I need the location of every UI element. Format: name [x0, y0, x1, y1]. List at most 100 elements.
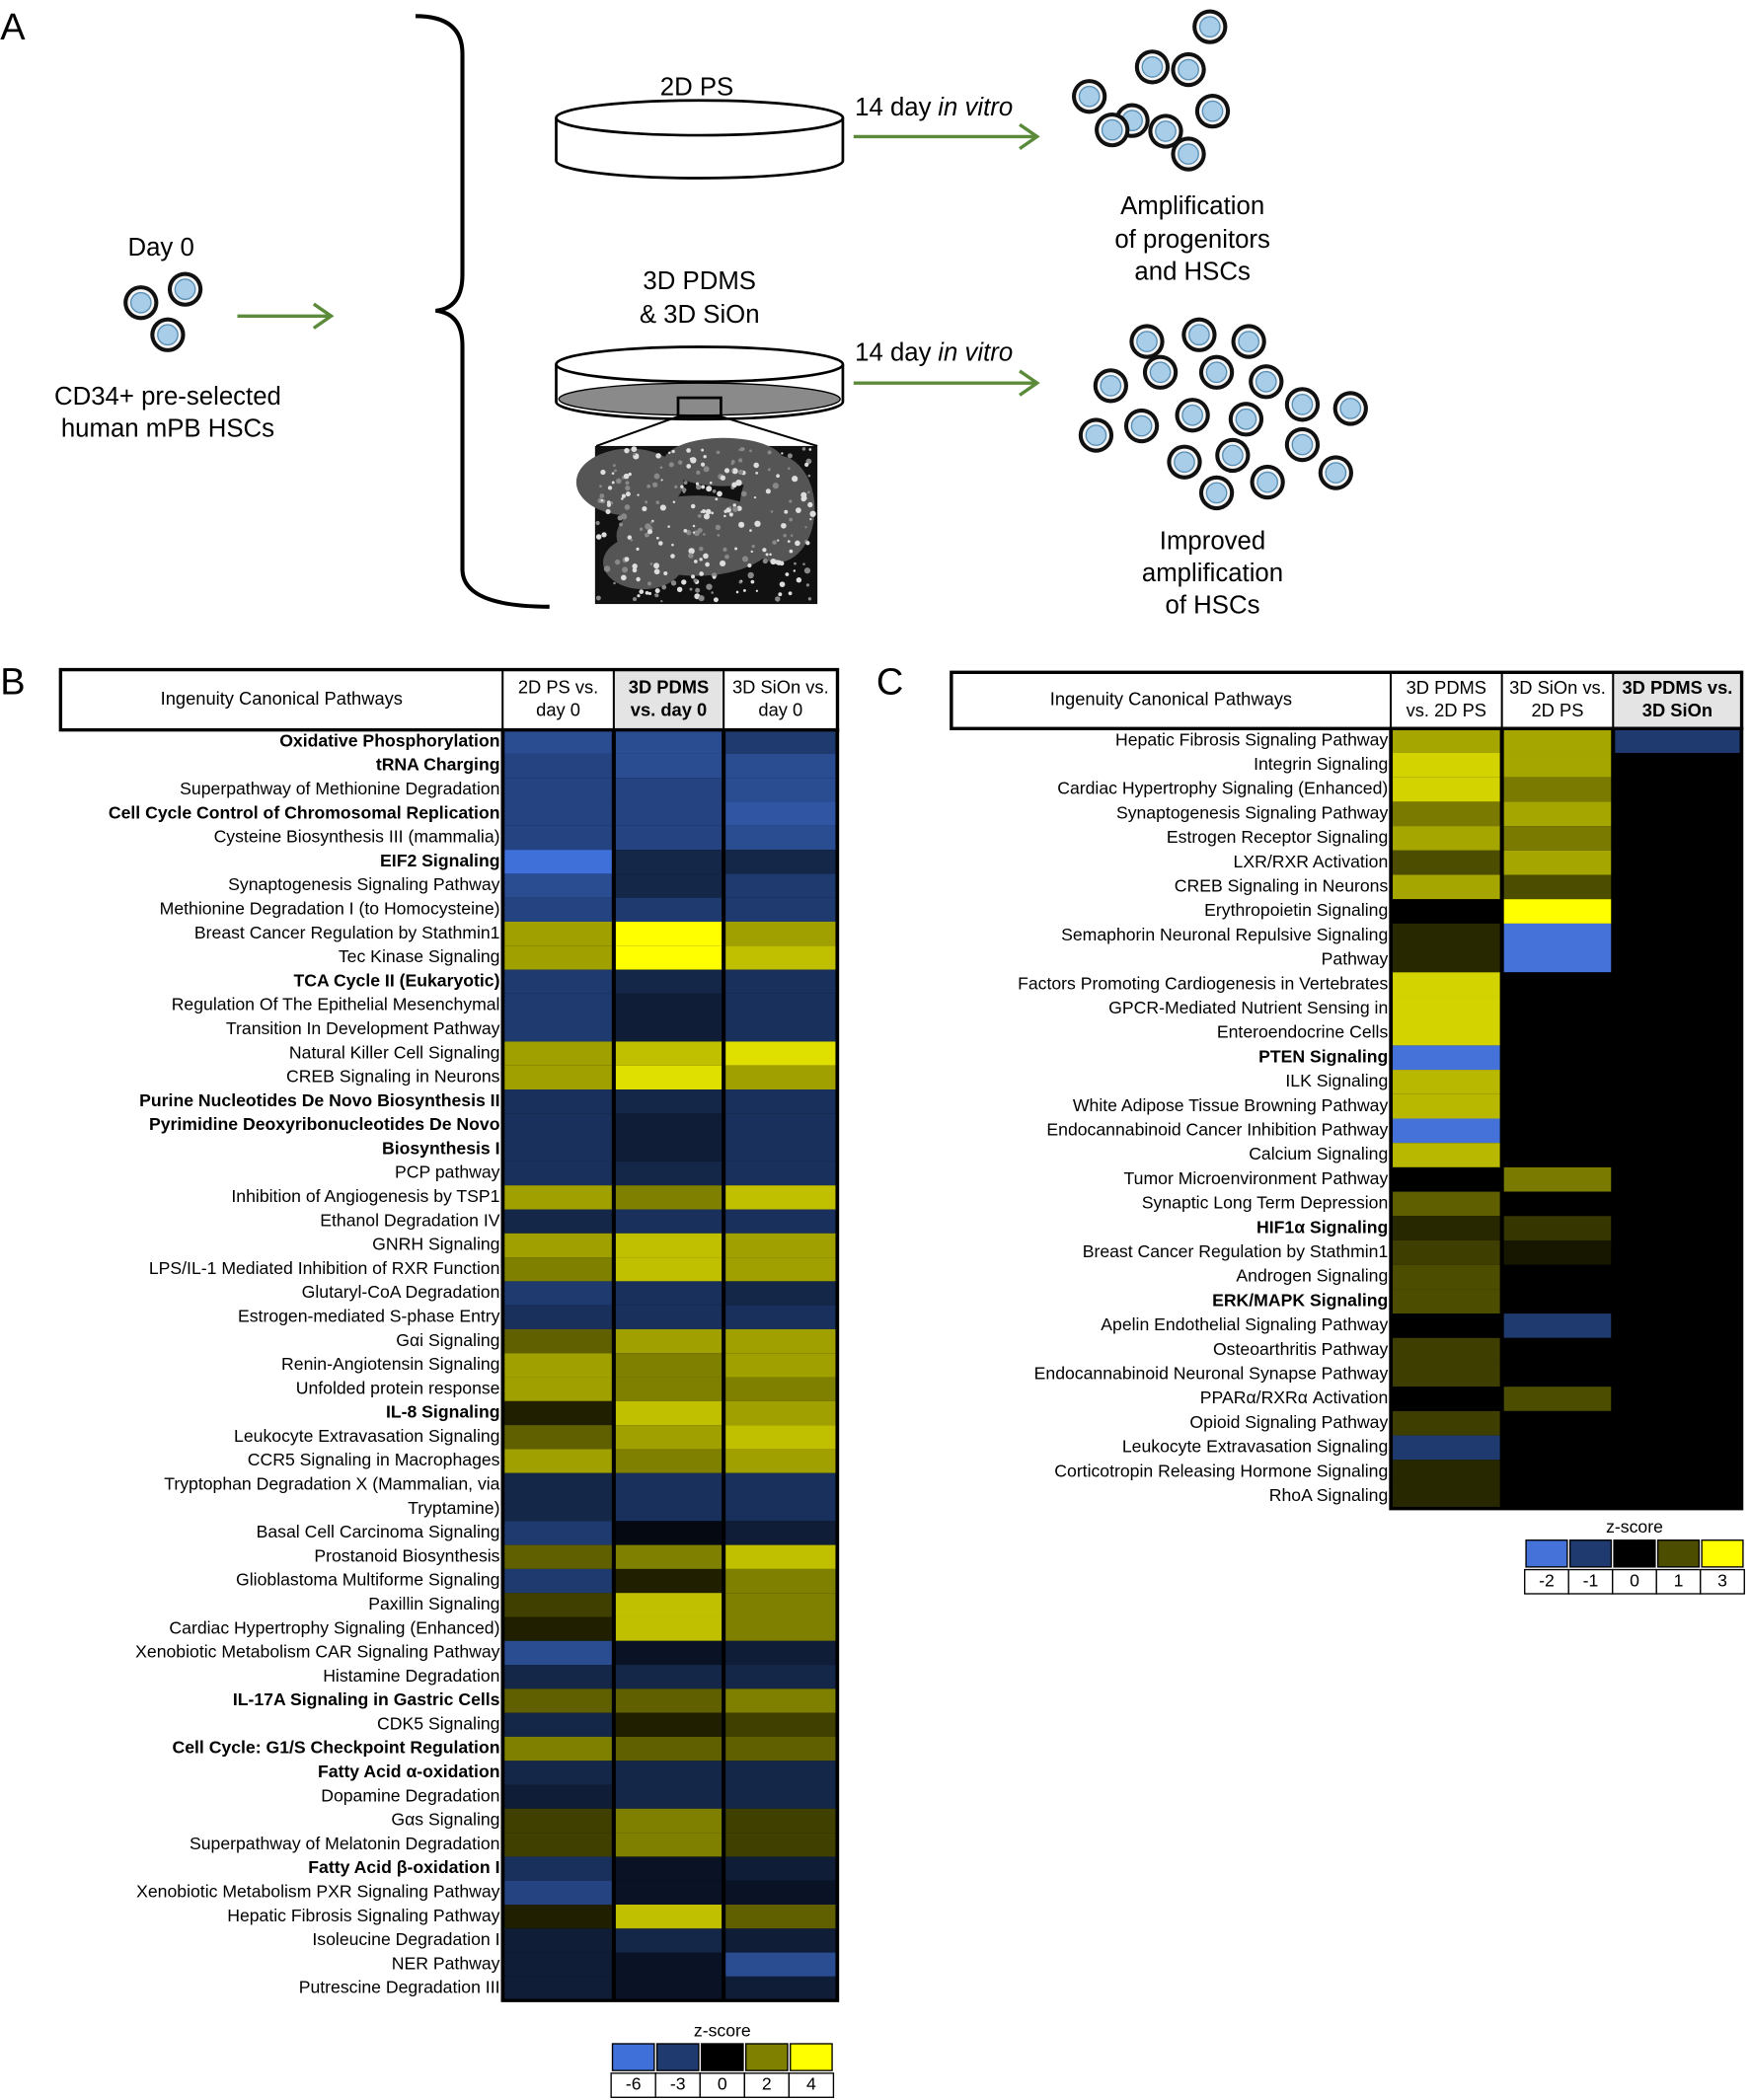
heat-cell [615, 1640, 723, 1666]
row-label: Endocannabinoid Neuronal Synapse Pathway [1034, 1363, 1389, 1383]
heat-cell [1503, 874, 1612, 900]
bead [628, 472, 632, 477]
heat-cell [725, 1952, 836, 1977]
heat-cell [615, 1233, 723, 1258]
row-label: Synaptogenesis Signaling Pathway [228, 874, 500, 894]
legend-swatch [1568, 1539, 1613, 1568]
heat-cell [615, 1521, 723, 1545]
heat-cell [615, 1736, 723, 1762]
heat-cell [725, 1257, 836, 1282]
bead [783, 534, 787, 538]
cells [123, 9, 1368, 511]
row-label: Estrogen Receptor Signaling [1167, 827, 1388, 847]
cell-core [1198, 16, 1221, 38]
cell-core [1101, 118, 1123, 141]
header-highlight [613, 669, 724, 730]
panel-a: A Day 0 CD34+ pre-selected human mPB HSC… [0, 7, 1368, 620]
heat-cell [615, 801, 723, 826]
heat-cell [615, 1161, 723, 1186]
bead [805, 583, 810, 587]
arrow-head [312, 302, 335, 330]
cell-core [1201, 100, 1224, 122]
row-label: Xenobiotic Metabolism PXR Signaling Path… [136, 1882, 500, 1902]
heat-cell [1503, 1410, 1612, 1436]
bead [781, 522, 787, 529]
heat-cell [1615, 1264, 1740, 1290]
bead [776, 560, 782, 565]
heat-cell [1615, 826, 1740, 851]
bead [747, 571, 754, 579]
heat-cell [504, 1281, 612, 1306]
bead [647, 581, 652, 586]
heat-cell [1615, 874, 1740, 900]
heat-cell [1393, 1216, 1500, 1240]
cell-core [1078, 85, 1101, 108]
bead [787, 540, 791, 544]
heat-cell [504, 778, 612, 802]
result-label: Improved [1160, 527, 1265, 555]
heat-cell [1393, 801, 1500, 827]
bead [625, 491, 631, 497]
bead [720, 560, 726, 567]
heat-cell [1503, 728, 1612, 753]
heat-cell [615, 1425, 723, 1450]
bead [731, 468, 738, 475]
row-label: Cardiac Hypertrophy Signaling (Enhanced) [1057, 779, 1388, 798]
bead [610, 501, 614, 505]
heat-cell [504, 1185, 612, 1210]
row-label: ILK Signaling [1285, 1071, 1388, 1090]
bead [692, 524, 696, 528]
bead [606, 500, 611, 504]
column-header: day 0 [758, 699, 802, 719]
row-label: Breast Cancer Regulation by Stathmin1 [1083, 1241, 1389, 1261]
heat-cell [1503, 1239, 1612, 1265]
heat-cell [725, 1281, 836, 1306]
header-title: Ingenuity Canonical Pathways [161, 688, 403, 709]
bead [696, 484, 702, 490]
header-highlight [1613, 672, 1742, 729]
heat-cell [504, 1328, 612, 1354]
row-label: Superpathway of Melatonin Degradation [190, 1834, 500, 1853]
heat-cell [1503, 1216, 1612, 1240]
bead [615, 478, 622, 485]
heat-cell [504, 1833, 612, 1857]
row-label: Calcium Signaling [1249, 1144, 1388, 1163]
culture-days: 14 day [855, 94, 931, 121]
heat-cell [615, 1712, 723, 1737]
bead [776, 474, 780, 479]
heat-cell [504, 1593, 612, 1617]
heat-cell [615, 1113, 723, 1162]
heat-cell [615, 1928, 723, 1953]
bead [699, 571, 704, 576]
result-label: of progenitors [1114, 226, 1270, 254]
bead [614, 469, 617, 473]
legend-label-box [1655, 1568, 1702, 1595]
row-label: Fatty Acid β-oxidation I [308, 1857, 499, 1877]
bead [649, 562, 653, 565]
heat-cell [725, 873, 836, 898]
source-label: human mPB HSCs [61, 414, 274, 442]
heat-cell [1393, 1093, 1500, 1119]
heat-cell [504, 1472, 612, 1522]
bead [715, 497, 719, 501]
row-label: Tec Kinase Signaling [339, 946, 500, 966]
bead [750, 550, 753, 554]
heat-cell [1615, 801, 1740, 827]
bead [613, 581, 616, 585]
row-label: Erythropoietin Signaling [1204, 900, 1388, 920]
row-label: Xenobiotic Metabolism CAR Signaling Path… [135, 1642, 500, 1662]
heat-cell [615, 1209, 723, 1234]
bead [611, 481, 615, 485]
bead [607, 486, 613, 490]
bead [703, 533, 706, 536]
heat-cell [615, 1904, 723, 1929]
heat-cell [504, 1089, 612, 1114]
heat-cell [1615, 1337, 1740, 1363]
heat-cell [504, 1784, 612, 1809]
bead [711, 591, 714, 594]
source-label: CD34+ pre-selected [54, 383, 281, 411]
bead [630, 538, 634, 542]
heat-border [1389, 726, 1744, 1511]
cell-core [1188, 324, 1210, 346]
bead [693, 578, 698, 583]
